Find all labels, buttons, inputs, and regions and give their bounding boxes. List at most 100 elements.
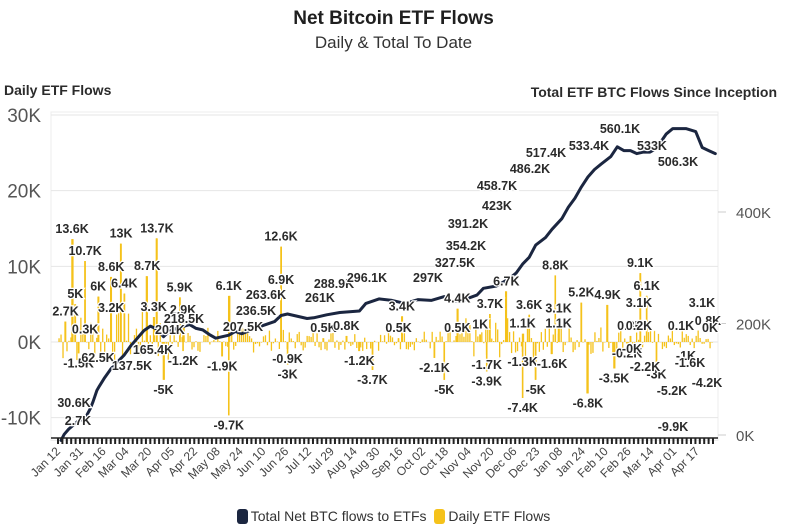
x-tick-mark: [654, 438, 657, 444]
daily-bar: [121, 342, 124, 358]
daily-bar: [461, 331, 463, 342]
x-tick-mark: [439, 438, 442, 444]
daily-bar: [568, 327, 570, 342]
daily-bar-labeled: [639, 273, 641, 342]
x-tick-mark: [87, 438, 90, 444]
daily-bar: [199, 342, 201, 352]
daily-bar-labeled: [84, 261, 86, 342]
x-tick-mark: [703, 438, 706, 444]
daily-bar-labeled: [655, 342, 658, 365]
total-value-label: -9.9K: [658, 420, 689, 434]
x-tick-mark: [457, 438, 460, 444]
total-value-label: 391.2K: [448, 217, 488, 231]
daily-bar: [183, 320, 185, 342]
daily-bar: [524, 342, 527, 359]
daily-value-label: 5.9K: [167, 280, 193, 294]
daily-bar: [62, 342, 64, 359]
daily-bar-labeled: [84, 339, 86, 342]
daily-bar-labeled: [162, 342, 165, 380]
daily-bar: [691, 338, 693, 342]
daily-bar: [518, 337, 521, 342]
daily-bar: [189, 335, 191, 342]
daily-bar: [195, 341, 197, 342]
daily-value-label: -1.7K: [471, 358, 502, 372]
daily-bar: [703, 342, 705, 344]
daily-bar: [96, 337, 98, 342]
x-tick-mark: [188, 438, 191, 444]
daily-bar: [356, 342, 358, 349]
x-tick-mark: [149, 438, 152, 444]
legend-item-daily[interactable]: Daily ETF Flows: [434, 508, 550, 524]
daily-bar-labeled: [626, 342, 628, 344]
x-tick-mark: [509, 438, 512, 444]
daily-bar: [526, 319, 529, 342]
daily-bar: [697, 330, 699, 342]
total-value-label: 288.9K: [314, 277, 354, 291]
daily-bar: [219, 341, 221, 342]
daily-bar-labeled: [227, 295, 230, 342]
left-tick-label: 10K: [7, 257, 41, 278]
x-tick-mark: [355, 438, 358, 444]
daily-bar: [320, 342, 322, 351]
total-value-label: 458.7K: [477, 179, 517, 193]
x-tick-mark: [707, 438, 710, 444]
total-value-label: 3.1K: [689, 296, 715, 310]
daily-bar: [66, 342, 68, 352]
daily-bar: [151, 342, 153, 347]
daily-bar: [510, 342, 513, 354]
daily-bar: [227, 342, 229, 347]
daily-value-label: 0.3K: [72, 323, 98, 337]
daily-bar: [191, 342, 193, 350]
x-tick-mark: [206, 438, 209, 444]
right-axis-title: Total ETF BTC Flows Since Inception: [530, 84, 777, 100]
x-tick-mark: [153, 438, 156, 444]
daily-bar-labeled: [433, 342, 436, 358]
daily-bar: [673, 342, 675, 346]
daily-bar: [637, 339, 640, 342]
daily-bar-labeled: [456, 308, 459, 342]
daily-bar: [663, 342, 666, 347]
x-tick-mark: [562, 438, 565, 444]
daily-bar: [455, 336, 457, 342]
daily-bar: [246, 333, 249, 342]
x-tick-mark: [571, 438, 574, 444]
daily-bar: [514, 342, 517, 353]
daily-bar: [679, 342, 681, 348]
x-tick-mark: [685, 438, 688, 444]
x-tick-mark: [316, 438, 319, 444]
daily-bar-labeled: [456, 338, 459, 342]
daily-value-label: 0.8K: [617, 319, 643, 333]
daily-bar: [669, 338, 672, 342]
daily-bar: [106, 334, 108, 342]
daily-bar: [316, 333, 318, 342]
daily-bar-labeled: [557, 333, 560, 342]
daily-value-label: 6.1K: [633, 279, 659, 293]
daily-bar-labeled: [489, 314, 491, 342]
x-tick-mark: [668, 438, 671, 444]
x-tick-mark: [228, 438, 231, 444]
legend-item-total[interactable]: Total Net BTC flows to ETFs: [236, 508, 427, 524]
daily-bar-labeled: [554, 275, 557, 342]
x-tick-mark: [241, 438, 244, 444]
daily-bar: [709, 342, 711, 349]
x-tick-mark: [377, 438, 380, 444]
daily-bar: [548, 321, 550, 342]
x-tick-mark: [615, 438, 618, 444]
daily-bar-labeled: [521, 333, 524, 342]
daily-bar: [661, 342, 664, 350]
x-tick-mark: [237, 438, 240, 444]
daily-value-label: 10.7K: [68, 244, 101, 258]
total-value-label: 354.2K: [446, 239, 486, 253]
x-tick-mark: [496, 438, 499, 444]
x-tick-mark: [268, 438, 271, 444]
daily-value-label: 6.4K: [111, 277, 137, 291]
daily-bar: [70, 337, 72, 342]
daily-bar: [465, 318, 467, 342]
x-tick-mark: [426, 438, 429, 444]
daily-bar: [695, 335, 697, 342]
daily-bar: [373, 340, 376, 342]
daily-value-label: -3K: [277, 368, 297, 382]
daily-bar: [312, 332, 314, 342]
total-value-label: 0.1K: [668, 319, 694, 333]
x-tick-mark: [624, 438, 627, 444]
